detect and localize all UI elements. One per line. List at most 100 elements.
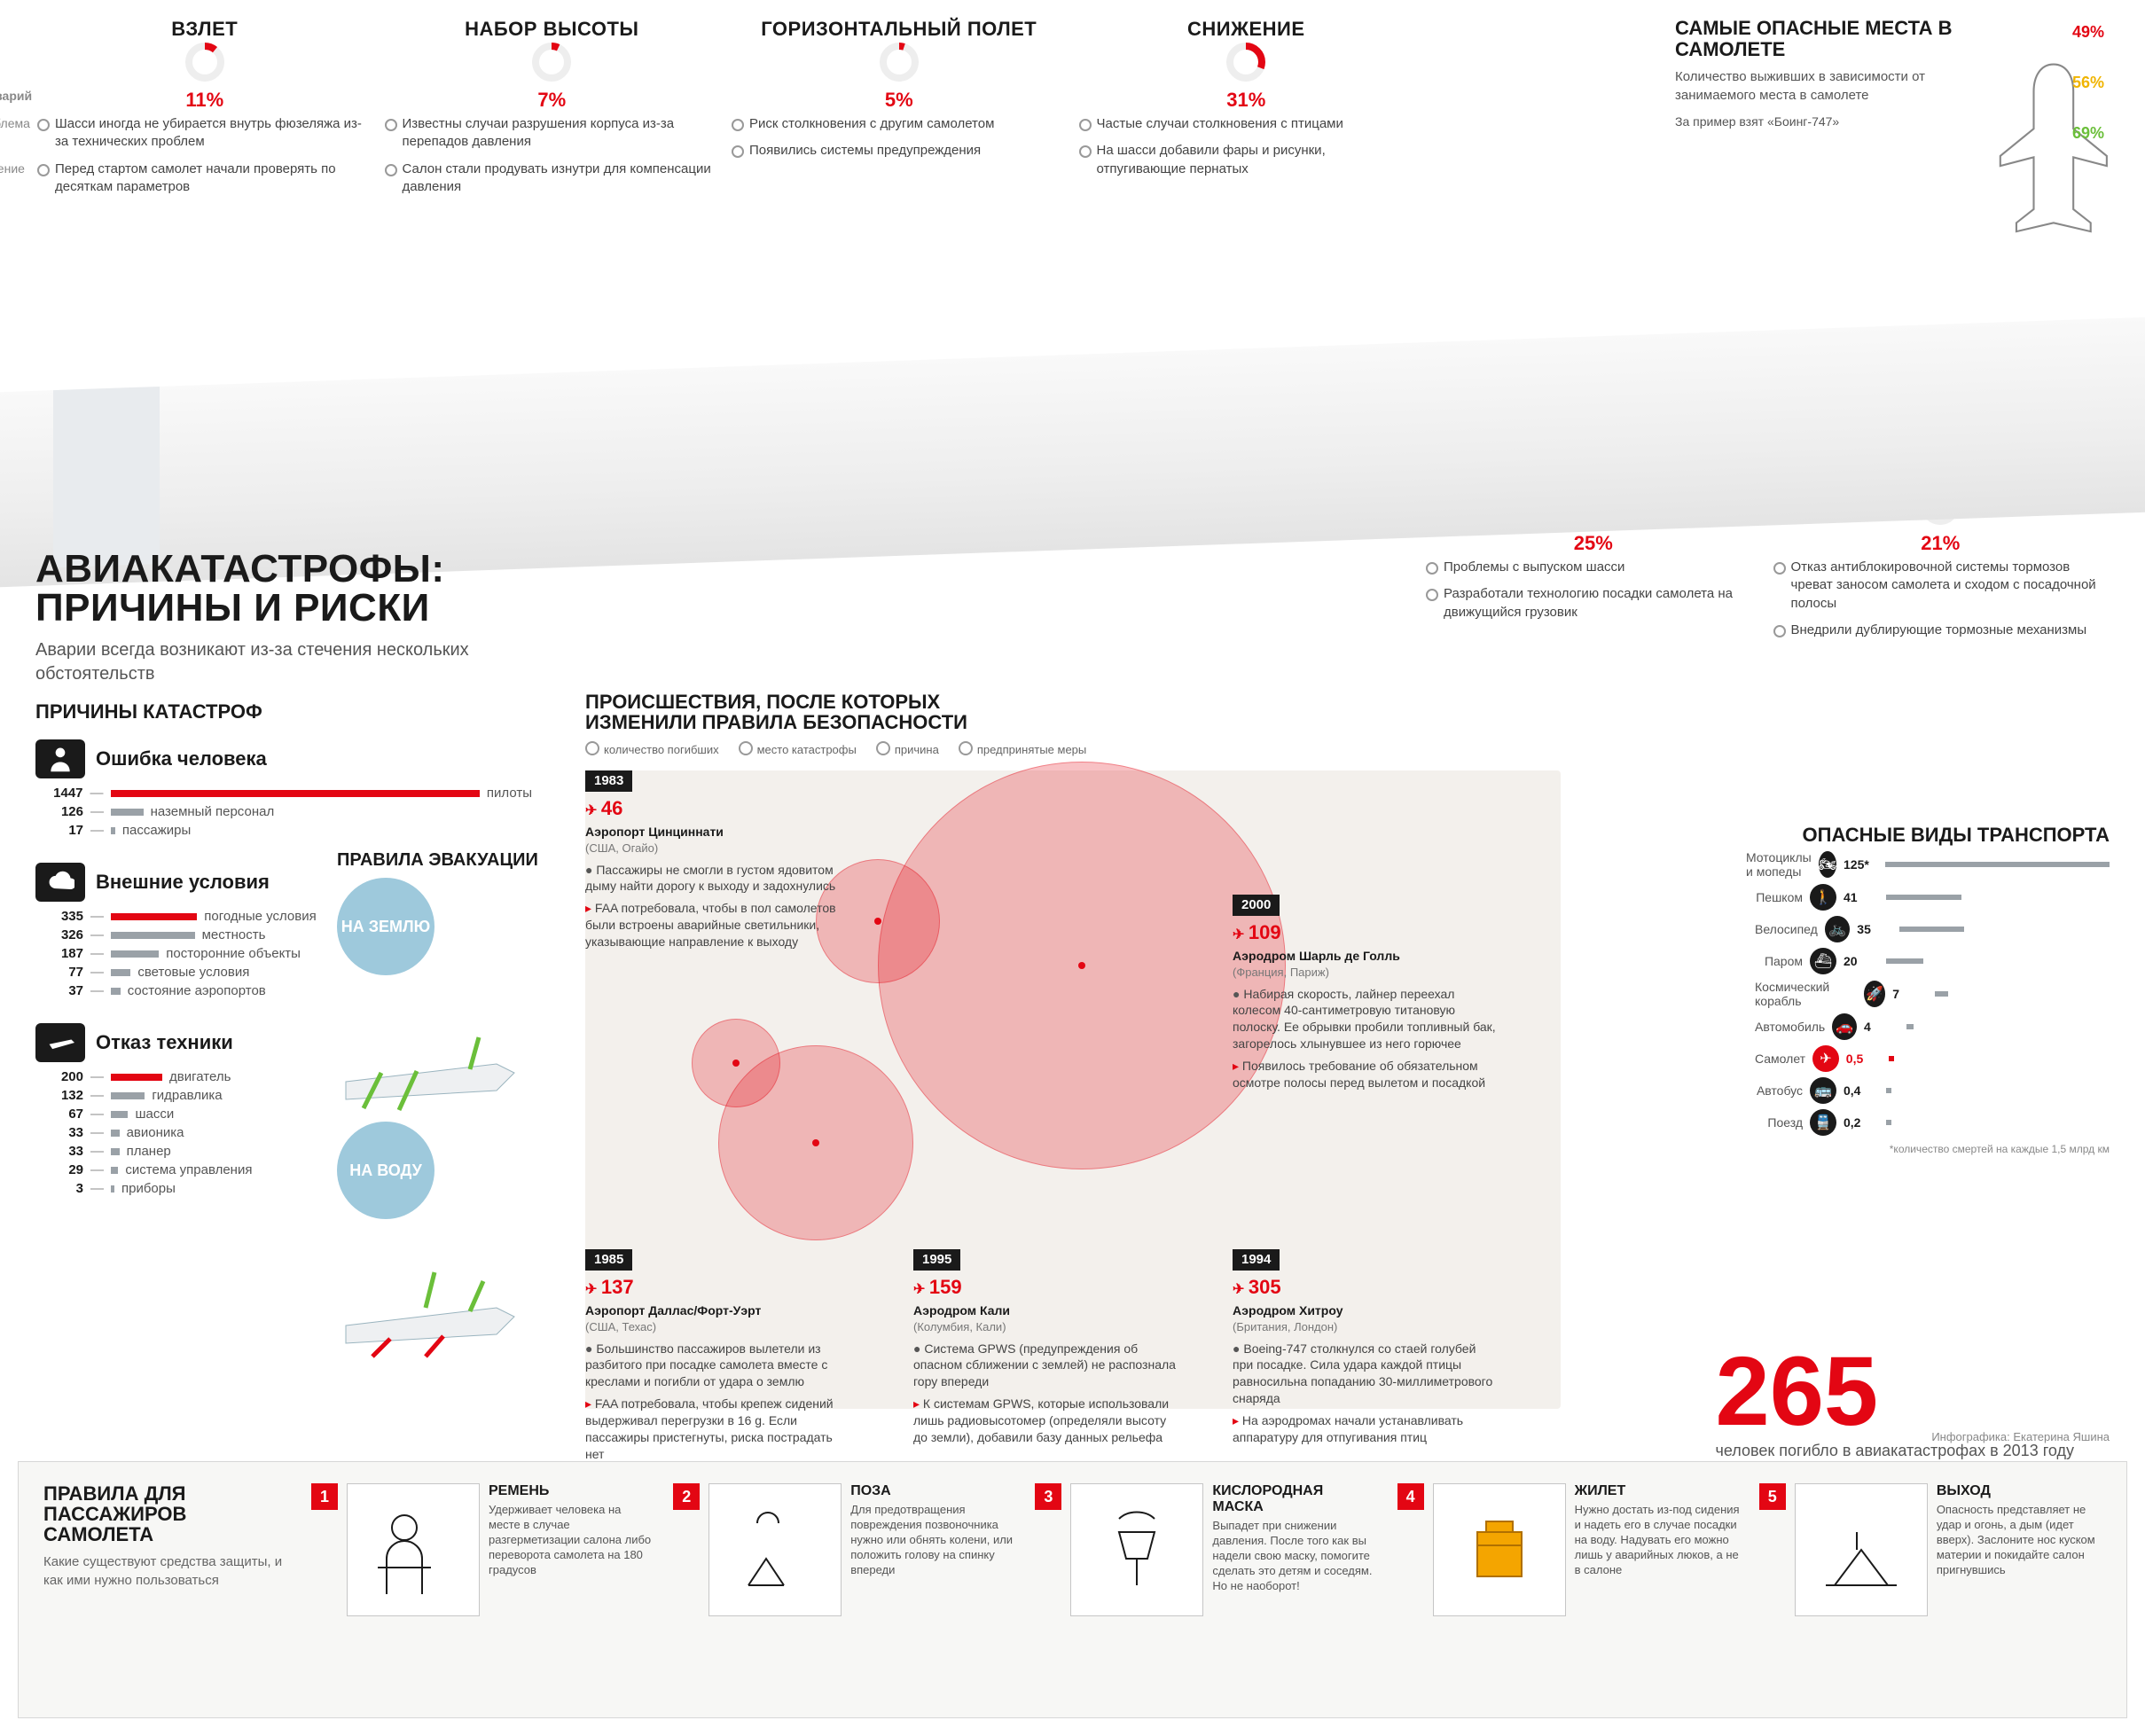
rule-text: Опасность представляет не удар и огонь, … bbox=[1937, 1503, 2102, 1577]
phase-3: СНИЖЕНИЕ 31% Частые случаи столкновения … bbox=[1077, 18, 1416, 648]
transport-label: Паром bbox=[1765, 954, 1803, 968]
transport-row: Автобус 🚌 0,4 bbox=[1755, 1077, 2110, 1104]
transport-icon: ✈ bbox=[1812, 1045, 1839, 1072]
transport-label: Велосипед bbox=[1755, 922, 1818, 936]
incident-card: 1983 46 Аэропорт Цинциннати (США, Огайо)… bbox=[585, 770, 851, 950]
incident-deaths: 137 bbox=[585, 1274, 851, 1301]
phase-problem: Отказ антиблокировочной системы тормозов… bbox=[1772, 559, 2110, 613]
transport-row: Самолет ✈ 0,5 bbox=[1755, 1045, 2110, 1072]
world-map: 1983 46 Аэропорт Цинциннати (США, Огайо)… bbox=[585, 770, 1561, 1409]
transport-label: Мотоциклы и мопеды bbox=[1746, 850, 1812, 879]
phase-solution: Разработали технологию посадки самолета … bbox=[1424, 585, 1763, 622]
legend-item: предпринятые меры bbox=[959, 741, 1086, 756]
phase-problem: Риск столкновения с другим самолетом bbox=[730, 115, 1069, 133]
title-subtitle: Аварии всегда возникают из-за стечения н… bbox=[35, 638, 532, 686]
rule-illustration bbox=[1070, 1483, 1203, 1616]
phase-problem: проблемаШасси иногда не убирается внутрь… bbox=[35, 115, 374, 152]
cause-bar-row: 17—пассажиры bbox=[35, 823, 532, 838]
seat-zone-pct: 56% bbox=[2072, 74, 2104, 92]
incident-cause: Система GPWS (предупреждения об опасном … bbox=[913, 1341, 1179, 1391]
rule-text: Выпадет при снижении давления. После тог… bbox=[1212, 1519, 1377, 1593]
transport-row: Мотоциклы и мопеды 🏍 125* bbox=[1755, 850, 2110, 879]
rule-item: 3 КИСЛОРОДНАЯ МАСКА Выпадет при снижении … bbox=[1035, 1483, 1377, 1696]
incident-cause: Большинство пассажиров вылетели из разби… bbox=[585, 1341, 851, 1391]
incident-location: Аэропорт Цинциннати bbox=[585, 824, 851, 841]
rule-title: ЖИЛЕТ bbox=[1575, 1483, 1740, 1499]
rule-title: КИСЛОРОДНАЯ МАСКА bbox=[1212, 1483, 1377, 1515]
seats-title: САМЫЕ ОПАСНЫЕ МЕСТА В САМОЛЕТЕ bbox=[1675, 18, 1987, 60]
incident-year: 1985 bbox=[585, 1249, 632, 1271]
rule-title: ПОЗА bbox=[850, 1483, 1015, 1499]
rule-title: РЕМЕНЬ bbox=[489, 1483, 654, 1499]
phase-solution: На шасси добавили фары и рисунки, отпуги… bbox=[1077, 142, 1416, 178]
legend-item: причина bbox=[876, 741, 939, 756]
legend-item: количество погибших bbox=[585, 741, 719, 756]
incident-deaths: 159 bbox=[913, 1274, 1179, 1301]
passenger-rules: ПРАВИЛА ДЛЯ ПАССАЖИРОВ САМОЛЕТА Какие су… bbox=[18, 1461, 2127, 1718]
transport-value: 35 bbox=[1857, 922, 1892, 936]
rules-intro: ПРАВИЛА ДЛЯ ПАССАЖИРОВ САМОЛЕТА Какие су… bbox=[43, 1483, 292, 1696]
incident-card: 1985 137 Аэропорт Даллас/Форт-Уэрт (США,… bbox=[585, 1249, 851, 1463]
incidents-section: ПРОИСШЕСТВИЯ, ПОСЛЕ КОТОРЫХ ИЗМЕНИЛИ ПРА… bbox=[585, 692, 1561, 1409]
incident-deaths: 109 bbox=[1233, 919, 1499, 946]
bignum-text: человек погибло в авиакатастрофах в 2013… bbox=[1716, 1441, 2074, 1461]
rule-number: 2 bbox=[673, 1483, 700, 1510]
rule-number: 3 bbox=[1035, 1483, 1061, 1510]
incident-year: 1995 bbox=[913, 1249, 960, 1271]
transport-row: Паром ⛴ 20 bbox=[1755, 948, 2110, 974]
causes-heading: ПРИЧИНЫ КАТАСТРОФ bbox=[35, 700, 532, 723]
transport-icon: 🚗 bbox=[1832, 1013, 1857, 1040]
transport-value: 4 bbox=[1864, 1020, 1899, 1034]
incident-sublocation: (Колумбия, Кали) bbox=[913, 1319, 1179, 1335]
transport-label: Пешком bbox=[1756, 890, 1803, 904]
incidents-legend: количество погибших место катастрофы причи… bbox=[585, 741, 1561, 756]
phase-donut-icon bbox=[878, 41, 920, 83]
evac-water: НА ВОДУ bbox=[337, 1122, 434, 1219]
incident-cause: Пассажиры не смогли в густом ядовитом ды… bbox=[585, 862, 851, 895]
legend-item: место катастрофы bbox=[739, 741, 857, 756]
transport-icon: 🚶 bbox=[1810, 884, 1836, 911]
rules-subtitle: Какие существуют средства защиты, и как … bbox=[43, 1553, 292, 1590]
rule-illustration bbox=[1433, 1483, 1566, 1616]
phase-solution: решениеПеред стартом самолет начали пров… bbox=[35, 160, 374, 197]
incident-cause: Набирая скорость, лайнер переехал колесо… bbox=[1233, 986, 1499, 1053]
rule-illustration bbox=[708, 1483, 842, 1616]
transport-note: *количество смертей на каждые 1,5 млрд к… bbox=[1755, 1143, 2110, 1155]
rule-item: 5 ВЫХОДОпасность представляет не удар и … bbox=[1759, 1483, 2102, 1696]
phase-donut-icon bbox=[184, 41, 226, 83]
phase-pct: 21% bbox=[1772, 532, 2110, 555]
transport-danger: ОПАСНЫЕ ВИДЫ ТРАНСПОРТА Мотоциклы и мопе… bbox=[1755, 825, 2110, 1166]
transport-value: 7 bbox=[1892, 987, 1928, 1001]
transport-icon: ⛴ bbox=[1810, 948, 1836, 974]
rule-text: Для предотвращения повреждения позвоночн… bbox=[850, 1503, 1015, 1577]
phase-pct: 31% bbox=[1077, 89, 1416, 112]
transport-icon: 🚀 bbox=[1864, 981, 1885, 1007]
dangerous-seats: САМЫЕ ОПАСНЫЕ МЕСТА В САМОЛЕТЕ Количеств… bbox=[1675, 18, 2110, 310]
evacuation-rules: ПРАВИЛА ЭВАКУАЦИИ НА ЗЕМЛЮ НА ВОДУ bbox=[337, 851, 568, 1365]
incident-measure: Появилось требование об обязательном осм… bbox=[1233, 1058, 1499, 1091]
incident-sublocation: (США, Огайо) bbox=[585, 841, 851, 856]
person-icon bbox=[35, 739, 85, 778]
phase-pct: 5% bbox=[730, 89, 1069, 112]
incident-card: 1995 159 Аэродром Кали (Колумбия, Кали) … bbox=[913, 1249, 1179, 1446]
transport-icon: 🚆 bbox=[1810, 1109, 1836, 1136]
phase-problem: Частые случаи столкновения с птицами bbox=[1077, 115, 1416, 133]
incident-location: Аэродром Шарль де Голль bbox=[1233, 948, 1499, 965]
phase-name: НАБОР ВЫСОТЫ bbox=[383, 18, 722, 41]
rule-text: Нужно достать из-под сидения и надеть ег… bbox=[1575, 1503, 1740, 1577]
rule-text: Удерживает человека на месте в случае ра… bbox=[489, 1503, 654, 1577]
phase-name: ГОРИЗОНТАЛЬНЫЙ ПОЛЕТ bbox=[730, 18, 1069, 41]
incident-cause: Boeing-747 столкнулся со стаей голубей п… bbox=[1233, 1341, 1499, 1408]
transport-icon: 🚌 bbox=[1810, 1077, 1836, 1104]
cause-title: Внешние условия bbox=[96, 872, 270, 892]
title-heading: АВИАКАТАСТРОФЫ: ПРИЧИНЫ И РИСКИ bbox=[35, 550, 532, 628]
transport-heading: ОПАСНЫЕ ВИДЫ ТРАНСПОРТА bbox=[1755, 825, 2110, 845]
incident-year: 1983 bbox=[585, 770, 632, 792]
transport-icon: 🏍 bbox=[1819, 851, 1836, 878]
transport-label: Автомобиль bbox=[1755, 1020, 1825, 1034]
transport-row: Автомобиль 🚗 4 bbox=[1755, 1013, 2110, 1040]
rule-number: 5 bbox=[1759, 1483, 1786, 1510]
transport-value: 0,2 bbox=[1844, 1115, 1879, 1130]
transport-value: 0,4 bbox=[1844, 1083, 1879, 1098]
transport-row: Велосипед 🚲 35 bbox=[1755, 916, 2110, 942]
